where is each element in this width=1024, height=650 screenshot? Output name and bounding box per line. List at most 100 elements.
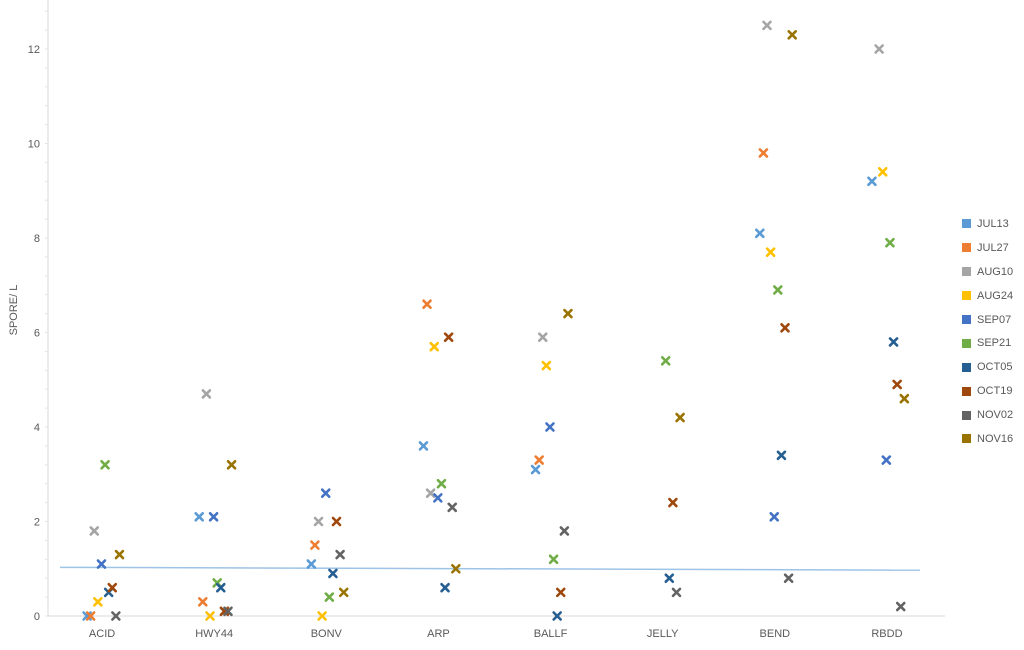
data-point-x-marker	[762, 20, 772, 31]
data-point-x-marker	[530, 464, 541, 475]
x-category-label: ARP	[427, 628, 450, 640]
data-point-x-marker	[443, 332, 454, 343]
data-point-x-marker	[85, 611, 96, 621]
data-point-x-marker	[783, 573, 794, 584]
legend-item: OCT19	[962, 379, 1013, 403]
data-point-x-marker	[313, 516, 324, 527]
x-category-label: BONV	[311, 628, 343, 640]
data-point-x-marker	[422, 299, 432, 309]
legend-item: SEP07	[962, 308, 1013, 332]
legend-label: SEP21	[977, 337, 1012, 350]
data-point-x-marker	[338, 587, 349, 598]
y-tick-label: 6	[34, 328, 40, 340]
legend-label: JUL13	[977, 217, 1009, 230]
legend-label: OCT19	[977, 385, 1013, 398]
y-tick-label: 10	[28, 139, 40, 151]
data-point-x-marker	[555, 587, 566, 598]
data-point-x-marker	[881, 455, 892, 465]
y-tick-label: 0	[34, 611, 40, 623]
data-point-x-marker	[418, 441, 429, 451]
data-points	[82, 20, 910, 621]
data-point-x-marker	[310, 540, 320, 550]
data-point-x-marker	[769, 511, 780, 522]
data-point-x-marker	[534, 455, 544, 465]
data-point-x-marker	[780, 322, 790, 333]
legend: JUL13 JUL27 AUG10 AUG24 SEP07 SEP21 OCT05 OCT19…	[962, 212, 1013, 451]
y-axis-label: SPORE/ L	[8, 285, 20, 336]
data-point-x-marker	[100, 459, 110, 470]
legend-label: AUG24	[977, 289, 1014, 302]
legend-swatch-icon	[962, 219, 971, 229]
legend-swatch-icon	[962, 315, 971, 324]
data-point-x-marker	[660, 356, 671, 366]
data-point-x-marker	[111, 611, 121, 621]
data-point-x-marker	[425, 488, 436, 498]
data-point-x-marker	[867, 176, 877, 187]
data-point-x-marker	[208, 511, 219, 522]
data-point-x-marker	[541, 360, 552, 371]
data-point-x-marker	[892, 379, 902, 390]
data-point-x-marker	[223, 606, 233, 617]
data-point-x-marker	[114, 549, 125, 560]
data-point-x-marker	[226, 459, 237, 470]
x-category-label: JELLY	[647, 628, 679, 640]
data-point-x-marker	[96, 559, 107, 569]
data-point-x-marker	[317, 611, 327, 621]
x-category-label: RBDD	[871, 628, 902, 640]
data-point-x-marker	[668, 497, 678, 508]
data-point-x-marker	[563, 308, 573, 319]
legend-swatch-icon	[962, 291, 971, 301]
data-point-x-marker	[89, 526, 100, 536]
data-point-x-marker	[755, 228, 765, 239]
legend-swatch-icon	[962, 362, 971, 372]
y-tick-label: 2	[34, 517, 40, 529]
legend-item: SEP21	[962, 331, 1013, 355]
legend-item: NOV02	[962, 403, 1013, 427]
data-point-x-marker	[888, 337, 899, 347]
legend-item: NOV16	[962, 427, 1013, 451]
legend-swatch-icon	[962, 338, 971, 348]
data-point-x-marker	[436, 478, 447, 489]
data-point-x-marker	[320, 488, 331, 498]
data-point-x-marker	[93, 597, 103, 607]
data-point-x-marker	[787, 30, 798, 40]
data-point-x-marker	[328, 568, 338, 579]
data-point-x-marker	[559, 526, 570, 536]
data-point-x-marker	[664, 573, 675, 584]
data-point-x-marker	[552, 611, 562, 621]
data-point-x-marker	[201, 389, 212, 399]
data-point-x-marker	[773, 285, 783, 295]
x-category-label: BEND	[760, 628, 791, 640]
x-category-label: HWY44	[195, 628, 233, 640]
y-axis: 0 2 4 6 8 10 12	[28, 0, 49, 623]
data-point-x-marker	[205, 611, 215, 621]
data-point-x-marker	[874, 44, 884, 54]
legend-label: NOV02	[977, 409, 1014, 422]
legend-item: AUG24	[962, 284, 1013, 308]
legend-swatch-icon	[962, 267, 971, 277]
y-tick-label: 12	[28, 44, 40, 56]
data-point-x-marker	[107, 582, 118, 593]
y-tick-label: 8	[34, 233, 40, 245]
legend-item: JUL27	[962, 236, 1013, 260]
data-point-x-marker	[776, 450, 787, 461]
data-point-x-marker	[451, 563, 461, 574]
data-point-x-marker	[335, 549, 345, 560]
data-point-x-marker	[440, 582, 450, 593]
data-point-x-marker	[758, 148, 769, 158]
legend-swatch-icon	[962, 434, 971, 444]
data-point-x-marker	[675, 412, 685, 423]
data-point-x-marker	[877, 167, 888, 177]
data-point-x-marker	[433, 493, 443, 503]
data-point-x-marker	[324, 592, 335, 602]
data-point-x-marker	[895, 601, 906, 612]
data-point-x-marker	[194, 511, 204, 522]
legend-label: JUL27	[977, 241, 1009, 254]
legend-label: OCT05	[977, 361, 1013, 374]
data-point-x-marker	[331, 516, 342, 527]
legend-label: SEP07	[977, 313, 1012, 326]
legend-label: AUG10	[977, 265, 1014, 278]
data-point-x-marker	[215, 582, 226, 593]
legend-item: OCT05	[962, 355, 1013, 379]
